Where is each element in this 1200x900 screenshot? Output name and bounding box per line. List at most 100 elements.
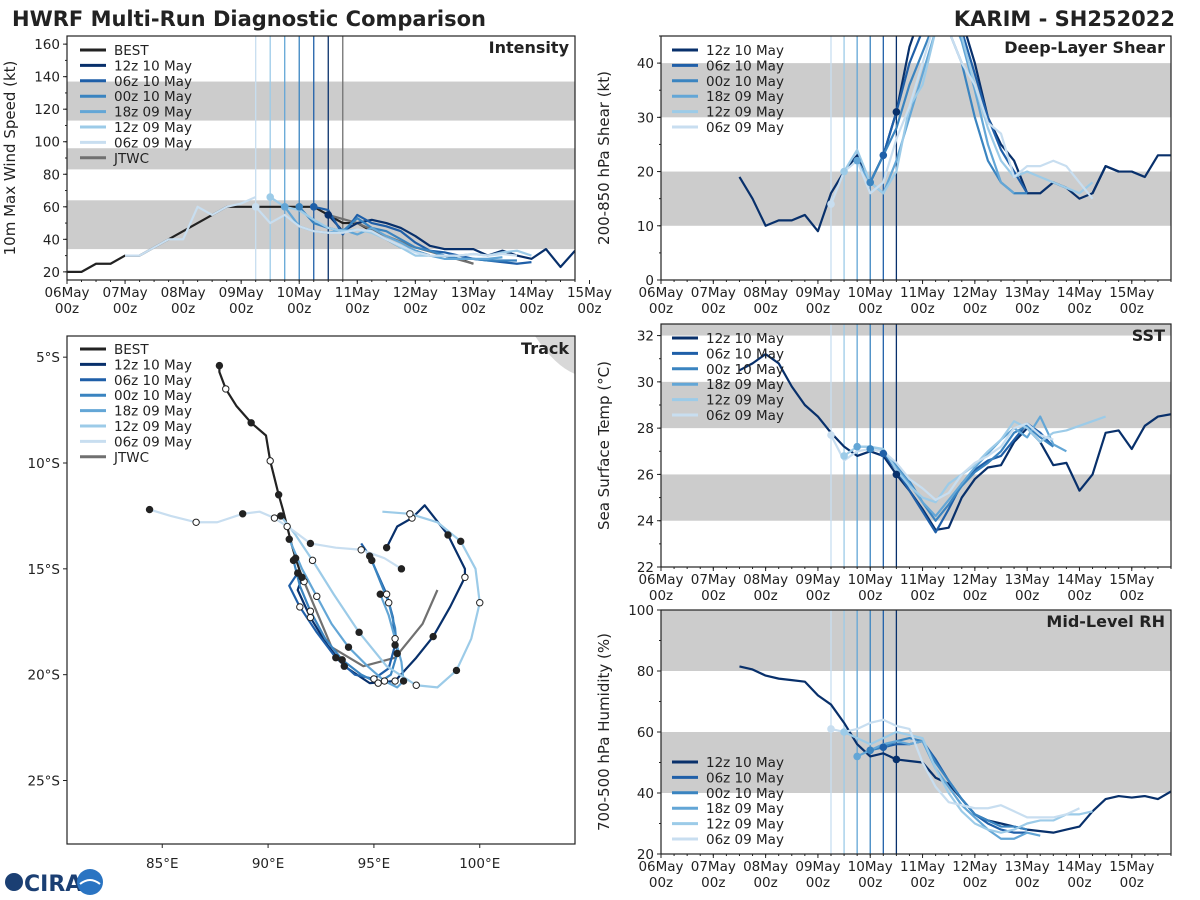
y-tick-label: 40	[637, 786, 654, 802]
track-marker-12z-10-may	[340, 662, 348, 670]
series-line-06z-10-may	[882, 36, 1029, 194]
series-line-12z-09-may	[843, 36, 1094, 195]
x-tick-label-hour: 00z	[403, 301, 427, 317]
lat-tick-label: 25°S	[28, 774, 61, 790]
sst-panel: 22242628303206May00z07May00z08May00z09Ma…	[595, 323, 1172, 604]
track-marker-12z-10-may	[444, 531, 452, 539]
y-axis-label: Sea Surface Temp (°C)	[595, 361, 613, 530]
track-marker-00z-10-may	[306, 607, 315, 615]
init-marker-18z-09-may	[280, 203, 289, 211]
x-tick-label-day: 10May	[277, 285, 322, 301]
track-marker-12z-09-may	[355, 628, 363, 637]
track-marker-06z-09-may	[357, 546, 365, 554]
legend-label-best: BEST	[114, 43, 149, 59]
x-tick-label-day: 06May	[638, 859, 683, 875]
track-marker-06z-09-may	[397, 565, 406, 573]
panel-title: Deep-Layer Shear	[1004, 38, 1165, 57]
legend-label-18z-09-may: 18z 09 May	[706, 801, 784, 817]
y-tick-label: 10	[637, 219, 654, 235]
legend-label-12z-10-may: 12z 10 May	[706, 43, 784, 59]
track-marker-18z-09-may	[376, 590, 384, 598]
track-marker-06z-10-may	[391, 641, 399, 649]
legend-label-06z-10-may: 06z 10 May	[706, 58, 784, 74]
track-marker-best	[266, 457, 274, 465]
track-marker-06z-10-may	[294, 569, 302, 577]
track-marker-12z-09-may	[308, 556, 317, 565]
legend-label-06z-09-may: 06z 09 May	[706, 120, 784, 136]
track-marker-18z-09-may	[344, 643, 353, 651]
legend-label-jtwc: JTWC	[113, 151, 149, 167]
track-line-jtwc	[303, 581, 439, 668]
track-marker-00z-10-may	[393, 649, 401, 658]
x-tick-label-hour: 00z	[963, 875, 987, 891]
init-marker-06z-09-may	[827, 200, 835, 208]
x-tick-label-day: 11May	[900, 285, 945, 301]
init-marker-12z-10-may	[892, 755, 901, 764]
y-tick-label: 80	[637, 664, 654, 680]
x-tick-label-day: 15May	[1109, 285, 1154, 301]
x-tick-label-hour: 00z	[910, 875, 934, 891]
legend-label-18z-09-may: 18z 09 May	[114, 404, 192, 420]
y-tick-label: 40	[43, 232, 60, 248]
shaded-band	[661, 171, 1171, 226]
y-tick-label: 80	[43, 167, 60, 183]
legend-label-12z-10-may: 12z 10 May	[706, 331, 784, 347]
legend-label-06z-10-may: 06z 10 May	[114, 74, 192, 90]
x-tick-label-day: 10May	[848, 859, 893, 875]
track-marker-best	[274, 491, 283, 499]
y-axis-label: 700-500 hPa Humidity (%)	[595, 633, 613, 831]
init-marker-12z-10-may	[892, 108, 901, 116]
legend-label-jtwc: JTWC	[113, 450, 149, 466]
x-tick-label-day: 09May	[795, 572, 840, 588]
track-marker-18z-09-may	[399, 677, 408, 685]
legend-label-best: BEST	[114, 342, 149, 358]
land-mass	[535, 336, 575, 374]
x-tick-label-day: 15May	[567, 285, 612, 301]
x-tick-label-hour: 00z	[806, 588, 830, 604]
track-marker-06z-09-may	[145, 505, 154, 514]
x-tick-label-hour: 00z	[753, 301, 777, 317]
x-tick-label-hour: 00z	[1015, 588, 1039, 604]
init-marker-18z-09-may	[853, 156, 861, 165]
series-line-12z-09-may	[843, 730, 1093, 834]
x-tick-label-hour: 00z	[963, 301, 987, 317]
lat-tick-label: 15°S	[28, 562, 61, 578]
track-marker-06z-09-may	[306, 539, 315, 548]
init-marker-06z-10-may	[879, 449, 888, 458]
init-marker-06z-09-may	[251, 203, 260, 211]
y-tick-label: 20	[637, 847, 654, 863]
x-tick-label-hour: 00z	[1120, 301, 1144, 317]
x-tick-label-hour: 00z	[649, 875, 673, 891]
x-tick-label-hour: 00z	[649, 301, 673, 317]
track-marker-06z-10-may	[370, 675, 378, 683]
init-marker-12z-09-may	[840, 452, 848, 460]
x-tick-label-day: 08May	[743, 285, 788, 301]
plot-frame	[660, 35, 1172, 281]
x-tick-label-day: 13May	[1005, 285, 1050, 301]
y-tick-label: 60	[43, 200, 60, 216]
series-line-06z-09-may	[254, 206, 518, 257]
track-marker-12z-09-may	[406, 510, 414, 518]
x-tick-label-day: 14May	[1057, 285, 1102, 301]
x-tick-label-hour: 00z	[806, 301, 830, 317]
track-marker-best	[222, 385, 230, 393]
series-line-early	[125, 196, 257, 257]
legend-label-12z-10-may: 12z 10 May	[706, 755, 784, 771]
track-marker-18z-09-may	[391, 634, 399, 643]
x-tick-label-day: 11May	[900, 572, 945, 588]
lon-tick-label: 85°E	[146, 856, 178, 872]
lat-tick-label: 5°S	[36, 350, 60, 366]
y-axis-label: 10m Max Wind Speed (kt)	[1, 61, 19, 256]
logo-globe-icon	[5, 873, 23, 891]
shaded-band	[67, 148, 575, 170]
legend-label-12z-09-may: 12z 09 May	[706, 393, 784, 409]
x-tick-label-hour: 00z	[858, 301, 882, 317]
x-tick-label-hour: 00z	[345, 301, 369, 317]
x-tick-label-hour: 00z	[806, 875, 830, 891]
y-tick-label: 26	[637, 467, 654, 483]
x-tick-label-day: 08May	[743, 859, 788, 875]
init-marker-00z-10-may	[295, 203, 304, 211]
x-tick-label-hour: 00z	[701, 301, 725, 317]
x-tick-label-day: 15May	[1109, 859, 1154, 875]
